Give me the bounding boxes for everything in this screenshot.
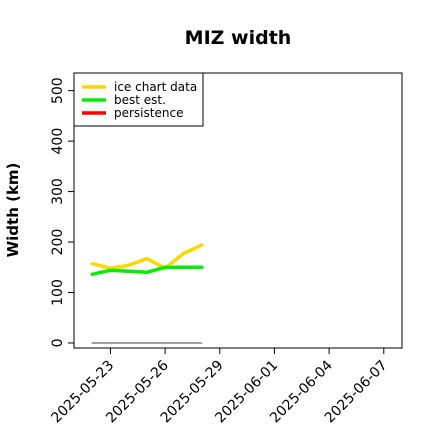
- y-tick-label: 500: [50, 77, 66, 104]
- y-tick-label: 0: [50, 338, 66, 347]
- series-line-0: [90, 243, 204, 271]
- legend-label: best est.: [114, 93, 166, 107]
- y-tick-label: 300: [50, 178, 66, 205]
- y-tick-label: 200: [50, 229, 66, 256]
- y-tick-label: 400: [50, 128, 66, 155]
- legend-label: ice chart data: [114, 80, 197, 94]
- chart-title: MIZ width: [185, 27, 292, 49]
- series-line-1: [90, 265, 204, 277]
- plot-frame: [73, 72, 403, 349]
- legend-label: persistence: [114, 106, 183, 120]
- y-tick-label: 100: [50, 279, 66, 306]
- y-axis-label: Width (km): [4, 163, 22, 258]
